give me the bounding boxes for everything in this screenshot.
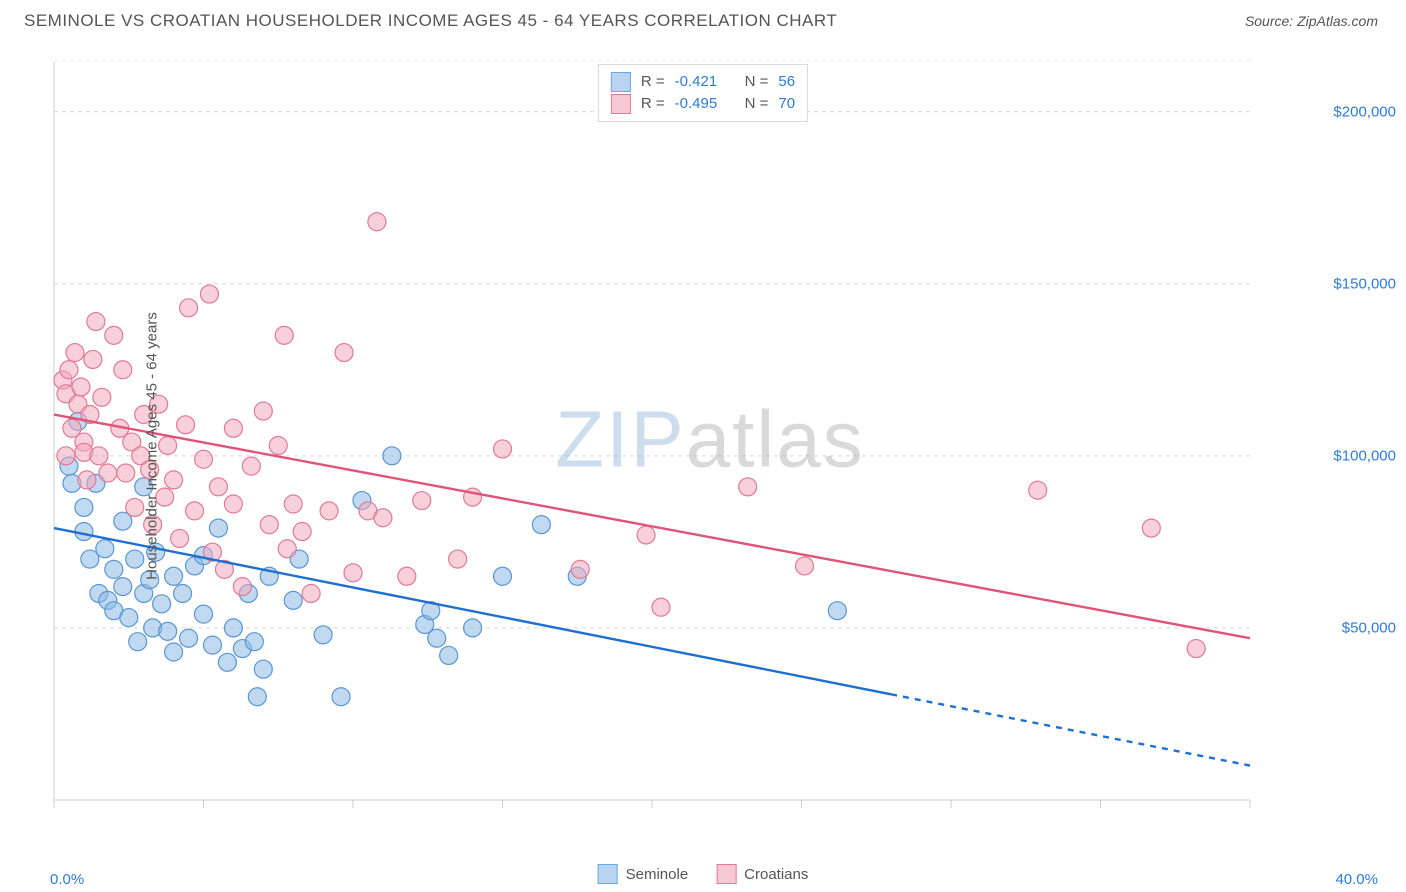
legend-swatch (716, 864, 736, 884)
legend-series: Seminole Croatians (598, 864, 809, 884)
y-axis-label: Householder Income Ages 45 - 64 years (143, 312, 160, 580)
chart-title: SEMINOLE VS CROATIAN HOUSEHOLDER INCOME … (24, 11, 837, 31)
legend-n-label: N = (745, 93, 769, 115)
legend-series-label: Seminole (626, 866, 689, 883)
y-tick-label: $100,000 (1333, 447, 1396, 464)
scatter-chart (50, 60, 1370, 830)
y-tick-label: $50,000 (1342, 619, 1396, 636)
legend-r-label: R = (641, 71, 665, 93)
x-axis-min: 0.0% (50, 871, 84, 888)
legend-r-label: R = (641, 93, 665, 115)
y-tick-label: $200,000 (1333, 103, 1396, 120)
legend-swatch (611, 72, 631, 92)
legend-correlation: R = -0.421 N = 56 R = -0.495 N = 70 (598, 64, 808, 122)
legend-series-label: Croatians (744, 866, 808, 883)
legend-n-label: N = (745, 71, 769, 93)
chart-area: ZIPatlas (50, 60, 1370, 830)
y-tick-label: $150,000 (1333, 275, 1396, 292)
legend-r-value: -0.495 (675, 93, 735, 115)
legend-n-value: 70 (778, 93, 795, 115)
legend-r-value: -0.421 (675, 71, 735, 93)
source-label: Source: ZipAtlas.com (1245, 13, 1378, 29)
legend-n-value: 56 (778, 71, 795, 93)
legend-swatch (598, 864, 618, 884)
x-axis-max: 40.0% (1335, 871, 1378, 888)
legend-swatch (611, 94, 631, 114)
